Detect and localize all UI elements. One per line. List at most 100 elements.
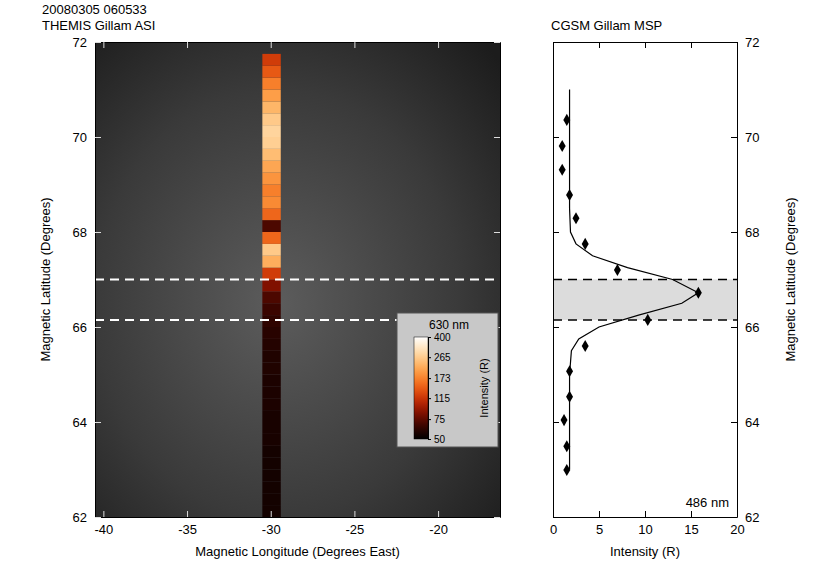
tick-label: 10: [638, 522, 652, 537]
y-axis-mirror: [553, 43, 559, 518]
tick: [494, 42, 500, 43]
tick: 15: [684, 511, 698, 537]
strip-cell: [262, 161, 280, 173]
tick-label: 50: [434, 434, 446, 445]
axis-line: [500, 43, 501, 518]
tick-mark: [494, 517, 500, 518]
strip-cell: [262, 101, 280, 113]
tick-label: 75: [434, 414, 446, 425]
y-axis: 626466687072: [73, 35, 101, 525]
tick: 75: [428, 414, 446, 425]
tick-label: 173: [434, 373, 451, 384]
strip-cell: [262, 505, 280, 517]
tick: [691, 42, 692, 48]
tick-mark: [494, 137, 500, 138]
tick-mark: [599, 511, 600, 517]
tick-mark: [354, 42, 355, 48]
tick-mark: [187, 511, 188, 517]
strip-cell: [262, 458, 280, 470]
point: [614, 264, 621, 276]
tick: [553, 517, 559, 518]
tick-mark: [271, 511, 272, 517]
tick-label: 64: [73, 415, 87, 430]
strip-cell: [262, 398, 280, 410]
tick-mark: [691, 42, 692, 48]
tick: [553, 42, 559, 43]
strip-cell: [262, 113, 280, 125]
x-axis-title: Intensity (R): [610, 544, 680, 559]
strip-cell: [262, 375, 280, 387]
axis-line: [737, 43, 738, 518]
strip-cell: [262, 54, 280, 66]
tick: [103, 42, 104, 48]
y-axis: 626466687072: [731, 35, 759, 525]
subtitle: THEMIS Gillam ASI: [42, 18, 155, 33]
tick-mark: [95, 232, 101, 233]
tick-label: -25: [346, 522, 365, 537]
tick-mark: [428, 419, 431, 420]
colorbar-title: 630 nm: [429, 318, 469, 332]
tick-mark: [95, 42, 101, 43]
band-line: [95, 279, 500, 281]
strip-cell: [262, 363, 280, 375]
tick-label: 70: [73, 130, 87, 145]
tick: 62: [731, 510, 759, 525]
tick-mark: [95, 517, 101, 518]
point: [559, 140, 566, 152]
strip-cell: [262, 351, 280, 363]
tick-mark: [428, 378, 431, 379]
strip-cell: [262, 173, 280, 185]
tick: [553, 137, 559, 138]
tick-label: 72: [745, 35, 759, 50]
axis-line: [553, 43, 554, 518]
tick-label: 70: [745, 130, 759, 145]
tick: -20: [429, 511, 448, 537]
x-axis: 05101520: [550, 511, 745, 537]
tick-label: 20: [730, 522, 744, 537]
strip-cell: [262, 232, 280, 244]
strip-cell: [262, 220, 280, 232]
tick-mark: [438, 42, 439, 48]
tick: 66: [731, 320, 759, 335]
strip-cell: [262, 410, 280, 422]
colorbar-axis: 5075115173265400: [428, 332, 451, 445]
strip-cell: [262, 125, 280, 137]
tick: 68: [73, 225, 101, 240]
figure: -40-35-30-25-2062646668707220080305 0605…: [0, 0, 837, 577]
strip-cell: [262, 149, 280, 161]
tick-mark: [428, 439, 431, 440]
tick-mark: [553, 517, 559, 518]
tick-mark: [428, 398, 431, 399]
tick-label: 68: [73, 225, 87, 240]
x-axis-mirror: [96, 42, 501, 48]
point: [573, 212, 580, 224]
axis-line: [96, 42, 501, 43]
tick: 265: [428, 352, 451, 363]
tick-label: 68: [745, 225, 759, 240]
tick: 68: [731, 225, 759, 240]
tick-mark: [645, 511, 646, 517]
tick-label: 66: [745, 320, 759, 335]
tick-mark: [731, 327, 737, 328]
tick-label: 265: [434, 352, 451, 363]
strip-cell: [262, 90, 280, 102]
tick-label: 72: [73, 35, 87, 50]
plot-area: [95, 54, 500, 517]
colorbar-ramp: [414, 337, 428, 439]
tick: -25: [346, 511, 365, 537]
tick-mark: [103, 511, 104, 517]
tick-mark: [95, 327, 101, 328]
tick: [438, 42, 439, 48]
tick: 62: [73, 510, 101, 525]
tick: [553, 232, 559, 233]
strip-cell: [262, 386, 280, 398]
tick-mark: [95, 137, 101, 138]
tick: [354, 42, 355, 48]
tick-mark: [428, 337, 431, 338]
axis-line: [428, 338, 429, 440]
strip-cell: [262, 78, 280, 90]
tick-label: 5: [596, 522, 603, 537]
tick: -35: [178, 511, 197, 537]
tick-mark: [428, 357, 431, 358]
band-line: [553, 279, 737, 281]
